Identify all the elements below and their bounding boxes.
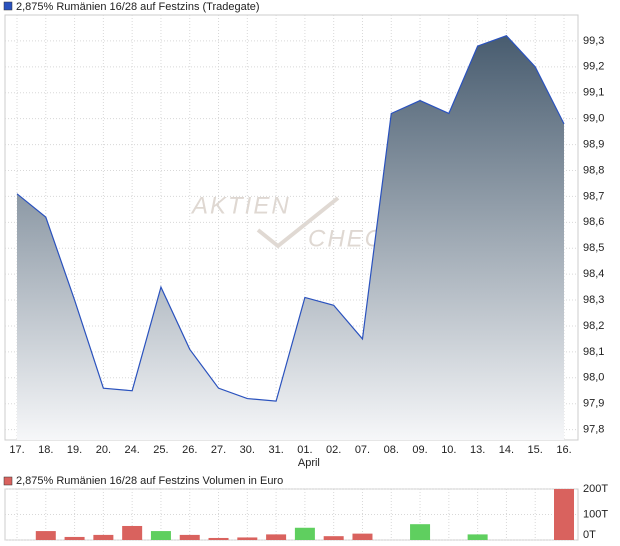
bar [323, 536, 344, 540]
y-tick-label: 98,1 [583, 346, 604, 358]
x-tick-label: 14. [499, 444, 514, 456]
bar [352, 533, 373, 540]
y-tick-label: 98,9 [583, 138, 604, 150]
y-tick-label: 200T [583, 483, 608, 495]
y-tick-label: 98,3 [583, 294, 604, 306]
y-tick-label: 0T [583, 529, 596, 541]
x-tick-label: 07. [355, 444, 370, 456]
legend-swatch [3, 476, 13, 486]
y-tick-label: 98,2 [583, 320, 604, 332]
watermark-check [256, 196, 340, 249]
bar [179, 534, 200, 540]
y-tick-label: 98,5 [583, 242, 604, 254]
bar [35, 531, 56, 540]
x-tick-label: 30. [240, 444, 255, 456]
x-tick-label: 09. [412, 444, 427, 456]
bar [266, 534, 287, 540]
area [17, 35, 564, 440]
y-tick-label: 99,2 [583, 61, 604, 73]
bar [208, 537, 229, 540]
x-tick-label: 15. [528, 444, 543, 456]
y-tick-label: 98,6 [583, 216, 604, 228]
line [16, 35, 565, 402]
y-tick-label: 97,9 [583, 398, 604, 410]
legend-swatch [3, 1, 13, 11]
x-tick-label: 19. [67, 444, 82, 456]
bar [64, 536, 85, 540]
legend-label: 2,875% Rumänien 16/28 auf Festzins (Trad… [16, 1, 260, 13]
y-tick-label: 98,4 [583, 268, 604, 280]
bar [467, 534, 488, 540]
bar [237, 537, 258, 540]
y-tick-label: 98,7 [583, 190, 604, 202]
bar [294, 527, 315, 540]
x-tick-label: 20. [96, 444, 111, 456]
y-tick-label: 100T [583, 508, 608, 520]
x-tick-label: 26. [182, 444, 197, 456]
y-tick-label: 99,3 [583, 35, 604, 47]
bar [150, 531, 171, 540]
x-tick-label: 27. [211, 444, 226, 456]
bar [93, 534, 114, 540]
x-tick-label: 13. [470, 444, 485, 456]
x-tick-label: 02. [326, 444, 341, 456]
y-tick-label: 98,8 [583, 164, 604, 176]
x-tick-label: 18. [38, 444, 53, 456]
legend-label: 2,875% Rumänien 16/28 auf Festzins Volum… [16, 475, 283, 487]
x-tick-label: 16. [556, 444, 571, 456]
volume-frame [4, 488, 579, 541]
bar [410, 524, 431, 540]
y-tick-label: 98,0 [583, 372, 604, 384]
x-tick-label: 24. [125, 444, 140, 456]
y-tick-label: 97,8 [583, 424, 604, 436]
x-tick-label: 08. [384, 444, 399, 456]
x-tick-label: 17. [9, 444, 24, 456]
x-tick-label: 25. [153, 444, 168, 456]
x-tick-label: 31. [268, 444, 283, 456]
bar [554, 489, 574, 540]
bar [122, 525, 143, 540]
x-tick-label: 10. [441, 444, 456, 456]
y-tick-label: 99,0 [583, 113, 604, 125]
x-tick-label: 01. [297, 444, 312, 456]
x-month-label: April [298, 457, 320, 469]
y-tick-label: 99,1 [583, 87, 604, 99]
